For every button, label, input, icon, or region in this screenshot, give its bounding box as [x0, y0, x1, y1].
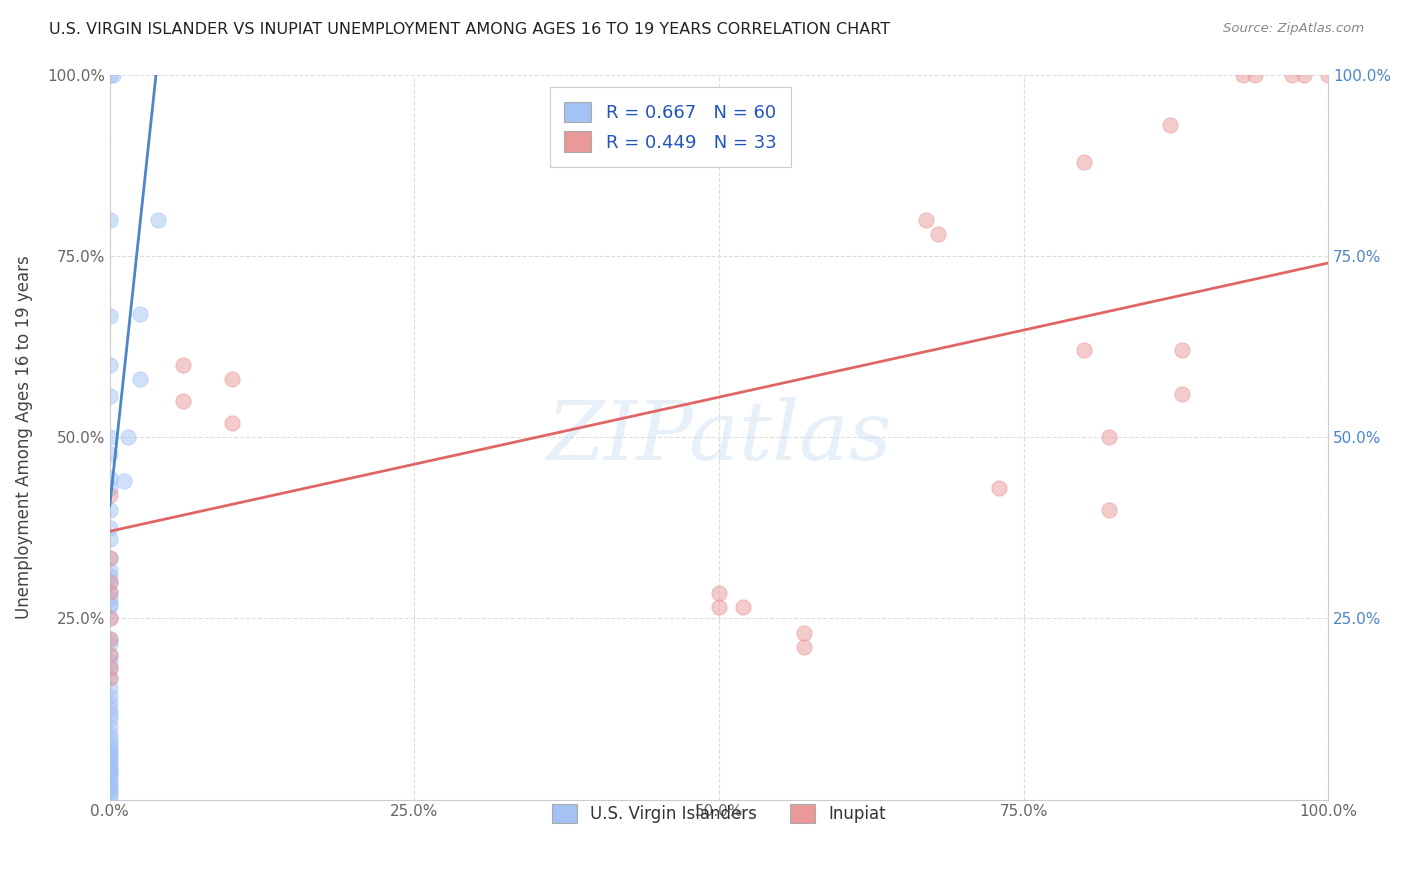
Point [1317, 68, 1340, 82]
Point [98, 632, 121, 646]
Point [98, 430, 121, 444]
Point [129, 307, 152, 321]
Point [172, 393, 194, 408]
Point [98, 764, 121, 779]
Point [98, 212, 121, 227]
Point [98, 772, 121, 787]
Point [98, 532, 121, 546]
Point [98, 712, 121, 726]
Point [1098, 430, 1121, 444]
Point [98, 776, 121, 790]
Point [98, 358, 121, 372]
Point [221, 416, 243, 430]
Point [98, 764, 121, 778]
Point [98, 782, 121, 797]
Point [98, 749, 121, 764]
Point [1171, 343, 1194, 357]
Point [98, 681, 121, 695]
Point [988, 481, 1011, 495]
Point [98, 660, 121, 674]
Point [221, 372, 243, 386]
Point [98, 585, 121, 599]
Point [112, 474, 135, 488]
Point [98, 611, 121, 625]
Point [98, 521, 121, 535]
Point [98, 672, 121, 686]
Point [98, 696, 121, 710]
Point [98, 785, 121, 799]
Point [98, 637, 121, 651]
Point [707, 586, 730, 600]
Text: Source: ZipAtlas.com: Source: ZipAtlas.com [1223, 22, 1364, 36]
Point [98, 741, 121, 756]
Point [117, 430, 139, 444]
Point [707, 600, 730, 615]
Point [1281, 68, 1303, 82]
Point [98, 702, 121, 716]
Point [98, 551, 121, 566]
Point [793, 640, 815, 655]
Point [98, 655, 121, 669]
Point [98, 551, 121, 566]
Point [98, 648, 121, 662]
Legend: U.S. Virgin Islanders, Inupiat: U.S. Virgin Islanders, Inupiat [540, 792, 898, 835]
Point [1171, 386, 1194, 401]
Point [98, 747, 121, 761]
Point [98, 672, 121, 686]
Point [1292, 68, 1315, 82]
Point [98, 744, 121, 758]
Point [793, 625, 815, 640]
Point [733, 600, 755, 615]
Point [98, 599, 121, 613]
Point [98, 769, 121, 783]
Point [98, 447, 121, 461]
Point [98, 720, 121, 734]
Point [98, 611, 121, 625]
Point [98, 737, 121, 751]
Point [1098, 502, 1121, 516]
Point [98, 585, 121, 599]
Point [98, 760, 121, 774]
Point [98, 389, 121, 403]
Point [129, 372, 152, 386]
Point [98, 752, 121, 766]
Point [98, 732, 121, 747]
Point [915, 212, 938, 227]
Point [98, 488, 121, 502]
Point [98, 482, 121, 496]
Point [1232, 68, 1254, 82]
Point [98, 597, 121, 611]
Point [98, 788, 121, 802]
Point [1244, 68, 1267, 82]
Point [98, 706, 121, 721]
Point [98, 68, 121, 82]
Point [98, 574, 121, 589]
Point [98, 574, 121, 589]
Point [98, 780, 121, 794]
Point [98, 563, 121, 577]
Point [98, 309, 121, 323]
Y-axis label: Unemployment Among Ages 16 to 19 years: Unemployment Among Ages 16 to 19 years [15, 255, 32, 619]
Point [98, 762, 121, 776]
Point [98, 470, 121, 484]
Point [1073, 154, 1095, 169]
Point [98, 632, 121, 646]
Point [927, 227, 949, 241]
Point [98, 756, 121, 771]
Text: ZIPatlas: ZIPatlas [546, 397, 891, 477]
Point [172, 358, 194, 372]
Point [98, 726, 121, 740]
Point [98, 689, 121, 703]
Point [98, 591, 121, 605]
Point [98, 660, 121, 674]
Point [103, 68, 125, 82]
Point [148, 212, 170, 227]
Point [1073, 343, 1095, 357]
Point [98, 569, 121, 583]
Point [98, 502, 121, 516]
Point [98, 792, 121, 806]
Point [1159, 118, 1181, 132]
Text: U.S. VIRGIN ISLANDER VS INUPIAT UNEMPLOYMENT AMONG AGES 16 TO 19 YEARS CORRELATI: U.S. VIRGIN ISLANDER VS INUPIAT UNEMPLOY… [49, 22, 890, 37]
Point [98, 648, 121, 662]
